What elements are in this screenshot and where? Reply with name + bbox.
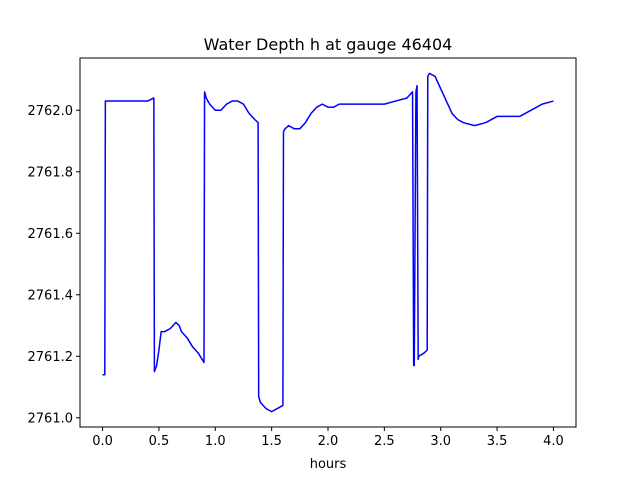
y-tick-label: 2762.0 xyxy=(28,104,74,119)
x-axis-label: hours xyxy=(310,457,347,472)
x-axis: 0.0 0.5 1.0 1.5 2.0 2.5 3.0 3.5 4.0 xyxy=(92,427,564,449)
y-tick-label: 2761.8 xyxy=(28,165,74,180)
x-tick-label: 3.5 xyxy=(487,434,508,449)
y-axis: 2761.0 2761.2 2761.4 2761.6 2761.8 2762.0 xyxy=(28,104,80,426)
y-tick-label: 2761.2 xyxy=(28,350,74,365)
x-tick-label: 0.5 xyxy=(149,434,170,449)
y-tick-label: 2761.4 xyxy=(28,288,74,303)
x-tick-label: 1.0 xyxy=(205,434,226,449)
x-tick-label: 0.0 xyxy=(92,434,113,449)
y-tick-label: 2761.6 xyxy=(28,227,74,242)
x-tick-label: 4.0 xyxy=(543,434,564,449)
chart-title: Water Depth h at gauge 46404 xyxy=(204,35,453,54)
x-tick-label: 1.5 xyxy=(261,434,282,449)
x-tick-label: 2.0 xyxy=(318,434,339,449)
y-tick-label: 2761.0 xyxy=(28,411,74,426)
series-line-0 xyxy=(102,72,554,413)
x-tick-label: 3.0 xyxy=(430,434,451,449)
x-tick-label: 2.5 xyxy=(374,434,395,449)
